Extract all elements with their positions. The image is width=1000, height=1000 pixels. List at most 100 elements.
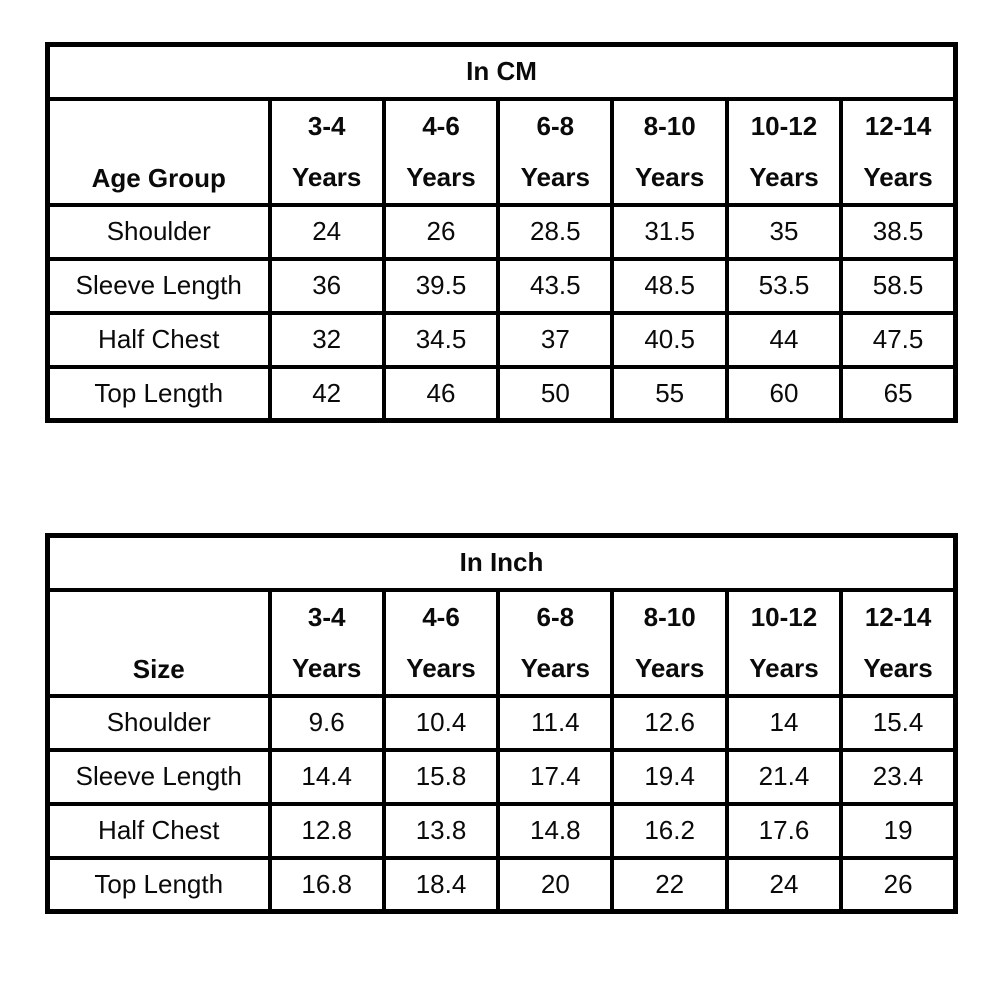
cell-value: 46 bbox=[381, 364, 501, 423]
table-title-row: In Inch bbox=[45, 533, 958, 592]
cell-value: 15.4 bbox=[839, 693, 958, 752]
cell-value: 37 bbox=[496, 310, 615, 369]
col-header-unit: Years bbox=[863, 652, 933, 683]
col-header-range: 8-10 bbox=[643, 110, 696, 141]
table-row-half-chest: Half Chest 32 34.5 37 40.5 44 47.5 bbox=[45, 310, 958, 369]
cell-value: 39.5 bbox=[381, 256, 501, 315]
row-label: Half Chest bbox=[45, 310, 272, 369]
col-header-range: 3-4 bbox=[307, 601, 346, 632]
col-header-unit: Years bbox=[291, 161, 362, 192]
cell-value: 12.8 bbox=[267, 801, 386, 860]
col-header-10-12-years: 10-12 Years bbox=[724, 587, 844, 698]
cell-value: 60 bbox=[724, 364, 844, 423]
cell-value: 19.4 bbox=[610, 747, 729, 806]
cell-value: 28.5 bbox=[496, 202, 615, 261]
cell-value: 16.8 bbox=[267, 855, 386, 914]
cell-value: 24 bbox=[724, 855, 844, 914]
cell-value: 26 bbox=[839, 855, 958, 914]
table-row-sleeve-length: Sleeve Length 14.4 15.8 17.4 19.4 21.4 23.4 bbox=[45, 747, 958, 806]
cell-value: 43.5 bbox=[496, 256, 615, 315]
table-row-top-length: Top Length 16.8 18.4 20 22 24 26 bbox=[45, 855, 958, 914]
cell-value: 16.2 bbox=[610, 801, 729, 860]
cell-value: 14.4 bbox=[267, 747, 386, 806]
cell-value: 53.5 bbox=[724, 256, 844, 315]
col-header-unit: Years bbox=[749, 161, 819, 192]
col-header-range: 4-6 bbox=[422, 601, 460, 632]
cell-value: 19 bbox=[839, 801, 958, 860]
col-header-range: 10-12 bbox=[750, 601, 818, 632]
cell-value: 11.4 bbox=[496, 693, 615, 752]
cell-value: 40.5 bbox=[610, 310, 729, 369]
cell-value: 22 bbox=[610, 855, 729, 914]
table-title: In CM bbox=[45, 42, 958, 101]
cell-value: 44 bbox=[724, 310, 844, 369]
cell-value: 58.5 bbox=[839, 256, 958, 315]
cell-value: 10.4 bbox=[381, 693, 501, 752]
cell-value: 18.4 bbox=[381, 855, 501, 914]
cell-value: 55 bbox=[610, 364, 729, 423]
cell-value: 20 bbox=[496, 855, 615, 914]
col-header-range: 4-6 bbox=[422, 110, 460, 141]
table-title: In Inch bbox=[45, 533, 958, 592]
col-header-range: 8-10 bbox=[643, 601, 696, 632]
cell-value: 65 bbox=[839, 364, 958, 423]
table-header-row: Size 3-4 Years 4-6 Years 6-8 Years 8-10 Years 10-… bbox=[45, 587, 958, 698]
table-header-row: Age Group 3-4 Years 4-6 Years 6-8 Years 8-10 Yea… bbox=[45, 96, 958, 207]
row-label: Sleeve Length bbox=[45, 256, 272, 315]
table-title-row: In CM bbox=[45, 42, 958, 101]
cell-value: 17.4 bbox=[496, 747, 615, 806]
col-header-10-12-years: 10-12 Years bbox=[724, 96, 844, 207]
cell-value: 23.4 bbox=[839, 747, 958, 806]
cell-value: 42 bbox=[267, 364, 386, 423]
cell-value: 48.5 bbox=[610, 256, 729, 315]
col-header-12-14-years: 12-14 Years bbox=[839, 96, 958, 207]
row-label: Top Length bbox=[45, 364, 272, 423]
col-header-4-6-years: 4-6 Years bbox=[381, 587, 501, 698]
col-header-unit: Years bbox=[291, 652, 362, 683]
corner-header-size: Size bbox=[45, 587, 272, 698]
cell-value: 32 bbox=[267, 310, 386, 369]
cell-value: 14 bbox=[724, 693, 844, 752]
table-row-shoulder: Shoulder 24 26 28.5 31.5 35 38.5 bbox=[45, 202, 958, 261]
cell-value: 31.5 bbox=[610, 202, 729, 261]
cell-value: 13.8 bbox=[381, 801, 501, 860]
col-header-6-8-years: 6-8 Years bbox=[496, 96, 615, 207]
cell-value: 12.6 bbox=[610, 693, 729, 752]
col-header-4-6-years: 4-6 Years bbox=[381, 96, 501, 207]
cell-value: 9.6 bbox=[267, 693, 386, 752]
cell-value: 24 bbox=[267, 202, 386, 261]
row-label: Sleeve Length bbox=[45, 747, 272, 806]
cell-value: 21.4 bbox=[724, 747, 844, 806]
cell-value: 15.8 bbox=[381, 747, 501, 806]
size-table-in-cm: In CM Age Group 3-4 Years 4-6 Years 6-8 Years 8-… bbox=[45, 42, 958, 423]
col-header-unit: Years bbox=[520, 652, 591, 683]
col-header-range: 3-4 bbox=[307, 110, 346, 141]
table-row-half-chest: Half Chest 12.8 13.8 14.8 16.2 17.6 19 bbox=[45, 801, 958, 860]
col-header-6-8-years: 6-8 Years bbox=[496, 587, 615, 698]
cell-value: 34.5 bbox=[381, 310, 501, 369]
col-header-range: 6-8 bbox=[536, 601, 575, 632]
table-row-shoulder: Shoulder 9.6 10.4 11.4 12.6 14 15.4 bbox=[45, 693, 958, 752]
cell-value: 47.5 bbox=[839, 310, 958, 369]
table-row-top-length: Top Length 42 46 50 55 60 65 bbox=[45, 364, 958, 423]
cell-value: 14.8 bbox=[496, 801, 615, 860]
col-header-range: 12-14 bbox=[864, 601, 932, 632]
col-header-unit: Years bbox=[749, 652, 819, 683]
col-header-unit: Years bbox=[406, 161, 476, 192]
col-header-unit: Years bbox=[863, 161, 933, 192]
size-table-in-inch: In Inch Size 3-4 Years 4-6 Years 6-8 Years 8-10 Y… bbox=[45, 533, 958, 914]
col-header-8-10-years: 8-10 Years bbox=[610, 96, 729, 207]
col-header-3-4-years: 3-4 Years bbox=[267, 96, 386, 207]
cell-value: 35 bbox=[724, 202, 844, 261]
col-header-range: 12-14 bbox=[864, 110, 932, 141]
col-header-3-4-years: 3-4 Years bbox=[267, 587, 386, 698]
col-header-range: 10-12 bbox=[750, 110, 818, 141]
row-label: Half Chest bbox=[45, 801, 272, 860]
table-row-sleeve-length: Sleeve Length 36 39.5 43.5 48.5 53.5 58.5 bbox=[45, 256, 958, 315]
col-header-unit: Years bbox=[520, 161, 591, 192]
row-label: Shoulder bbox=[45, 202, 272, 261]
col-header-8-10-years: 8-10 Years bbox=[610, 587, 729, 698]
corner-header-age-group: Age Group bbox=[45, 96, 272, 207]
cell-value: 50 bbox=[496, 364, 615, 423]
col-header-unit: Years bbox=[634, 161, 705, 192]
